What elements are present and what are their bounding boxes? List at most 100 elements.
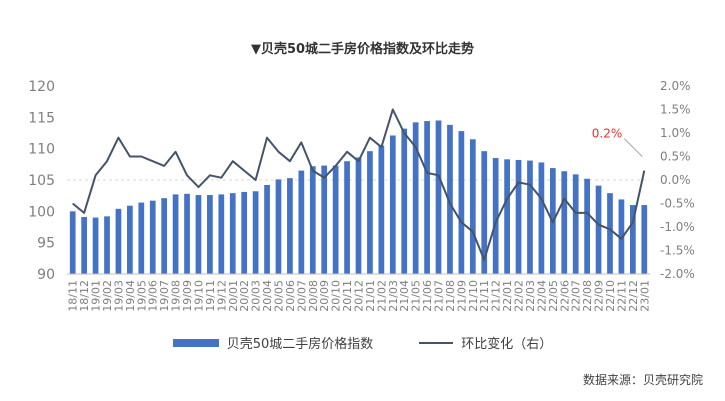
bar — [504, 159, 510, 274]
bar — [218, 194, 225, 274]
bar — [149, 200, 156, 274]
x-tick-label: 22/10 — [604, 280, 617, 312]
x-tick-label: 21/08 — [444, 280, 457, 312]
annotation-label: 0.2% — [592, 127, 623, 141]
bar — [389, 135, 396, 274]
bar — [309, 166, 316, 274]
bar — [412, 122, 419, 274]
x-tick-label: 19/09 — [181, 280, 194, 312]
x-tick-label: 22/08 — [581, 280, 594, 312]
legend-swatch-line — [419, 341, 454, 344]
x-tick-label: 22/12 — [627, 280, 640, 312]
x-tick-label: 19/06 — [147, 280, 160, 312]
x-tick-label: 21/09 — [455, 280, 468, 312]
y-right-tick-label: -0.5% — [660, 197, 695, 211]
x-tick-label: 19/08 — [170, 280, 183, 312]
x-tick-label: 21/12 — [490, 280, 503, 312]
bar — [561, 171, 568, 274]
bar — [515, 159, 522, 274]
legend-item-index: 贝壳50城二手房价格指数 — [172, 333, 373, 352]
x-tick-label: 20/10 — [330, 280, 343, 312]
y-left-tick-label: 115 — [28, 110, 55, 126]
bar — [321, 165, 328, 274]
x-tick-label: 19/10 — [192, 280, 205, 312]
bar — [298, 170, 305, 274]
source-note: 数据来源：贝壳研究院 — [582, 373, 703, 387]
x-tick-label: 18/12 — [78, 280, 91, 312]
bar — [172, 194, 179, 274]
chart-legend: 贝壳50城二手房价格指数 环比变化（右） — [0, 333, 725, 352]
legend-label-mom: 环比变化（右） — [461, 337, 553, 352]
x-tick-label: 22/03 — [524, 280, 537, 312]
bar — [378, 145, 385, 274]
x-tick-label: 22/05 — [547, 280, 560, 312]
y-right-tick-label: 2.0% — [660, 79, 691, 93]
bar — [435, 120, 442, 274]
x-tick-label: 21/07 — [433, 280, 446, 312]
bar — [492, 158, 499, 274]
y-left-tick-label: 120 — [28, 79, 55, 95]
bar — [367, 151, 373, 274]
bar — [195, 195, 202, 274]
bar — [115, 208, 122, 274]
bar — [332, 165, 339, 274]
bar — [184, 193, 190, 274]
y-right-tick-label: -1.0% — [660, 220, 695, 234]
x-tick-label: 21/02 — [375, 280, 388, 312]
x-tick-label: 21/06 — [421, 280, 434, 312]
bar — [81, 216, 88, 274]
x-tick-label: 19/03 — [112, 280, 125, 312]
x-tick-label: 22/11 — [615, 280, 628, 312]
x-tick-label: 21/03 — [387, 280, 400, 312]
bar — [572, 174, 579, 274]
x-tick-label: 20/11 — [341, 280, 354, 312]
x-tick-label: 20/06 — [284, 280, 297, 312]
x-tick-label: 20/03 — [250, 280, 263, 312]
x-tick-label: 21/04 — [398, 280, 411, 312]
x-tick-label: 20/01 — [227, 280, 240, 312]
annotation-leader-line — [623, 138, 643, 157]
bar — [458, 131, 465, 274]
bar — [241, 191, 248, 274]
x-tick-label: 18/11 — [67, 280, 80, 312]
bar — [618, 199, 625, 274]
x-tick-label: 19/04 — [124, 280, 137, 312]
x-tick-label: 20/12 — [353, 280, 366, 312]
x-tick-label: 21/05 — [410, 280, 423, 312]
bar — [92, 217, 99, 274]
bar — [252, 191, 259, 274]
y-right-tick-label: 1.5% — [660, 103, 691, 117]
y-right-tick-label: 0.5% — [660, 150, 691, 164]
bar — [595, 185, 602, 274]
x-tick-label: 22/04 — [535, 280, 548, 312]
bar — [401, 128, 408, 274]
legend-swatch-bar — [172, 338, 219, 347]
x-tick-label: 19/01 — [90, 280, 103, 312]
bar — [344, 161, 350, 274]
bar — [469, 139, 476, 274]
bar — [161, 198, 168, 274]
bar — [527, 160, 533, 274]
x-tick-label: 19/11 — [204, 280, 217, 312]
mom-change-line — [72, 108, 646, 261]
y-left-tick-label: 90 — [37, 267, 55, 283]
x-tick-label: 22/06 — [558, 280, 571, 312]
x-tick-label: 22/01 — [501, 280, 514, 312]
bar — [538, 162, 545, 274]
y-right-tick-label: 0.0% — [660, 173, 691, 187]
y-left-tick-label: 100 — [28, 204, 55, 220]
bar — [207, 195, 213, 274]
bar — [69, 211, 76, 274]
x-tick-label: 20/08 — [307, 280, 320, 312]
bar — [127, 205, 133, 274]
legend-item-mom: 环比变化（右） — [419, 333, 552, 352]
bar — [104, 216, 110, 274]
x-tick-label: 21/10 — [467, 280, 480, 312]
bar — [264, 185, 270, 274]
bar — [138, 202, 145, 274]
bar — [481, 151, 488, 274]
x-tick-label: 20/07 — [295, 280, 308, 312]
x-tick-label: 22/02 — [513, 280, 526, 312]
y-left-tick-label: 110 — [28, 142, 55, 158]
x-tick-label: 22/09 — [593, 280, 606, 312]
